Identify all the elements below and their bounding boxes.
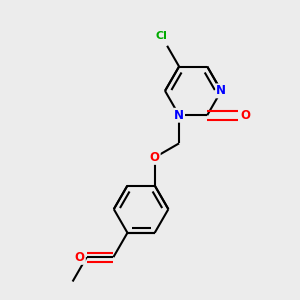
Text: N: N (216, 84, 226, 98)
Text: O: O (75, 250, 85, 264)
Text: O: O (240, 109, 250, 122)
Text: N: N (174, 109, 184, 122)
Text: Cl: Cl (156, 31, 167, 41)
Text: O: O (75, 250, 85, 264)
Text: O: O (150, 151, 160, 164)
